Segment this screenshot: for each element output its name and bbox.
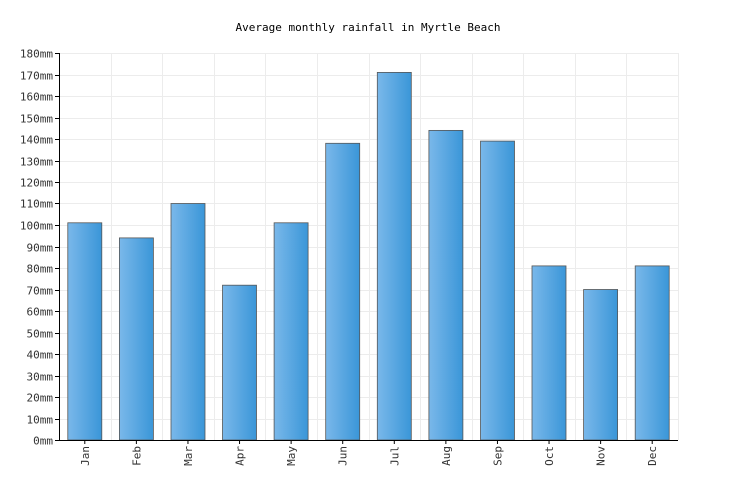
x-tick-label: Jul bbox=[388, 446, 401, 466]
y-tick-label: 170mm bbox=[20, 70, 53, 83]
bar-jun bbox=[325, 142, 361, 441]
bar-apr bbox=[222, 284, 257, 441]
bar-feb bbox=[119, 237, 154, 441]
bar-oct bbox=[531, 265, 567, 441]
x-tick-label: Dec bbox=[646, 446, 659, 466]
y-tick-label: 160mm bbox=[20, 91, 53, 104]
x-tick-label: Aug bbox=[440, 446, 453, 466]
bar-sep bbox=[480, 140, 515, 441]
x-tick-label: Oct bbox=[543, 446, 556, 466]
bar-jul bbox=[376, 72, 412, 441]
y-tick-label: 20mm bbox=[27, 392, 54, 405]
bar-nov bbox=[583, 289, 618, 441]
bars bbox=[67, 72, 670, 441]
x-tick-label: Jun bbox=[337, 446, 350, 466]
y-tick-label: 70mm bbox=[27, 285, 54, 298]
y-tick-label: 10mm bbox=[27, 414, 54, 427]
y-tick-label: 30mm bbox=[27, 371, 54, 384]
bar-may bbox=[273, 222, 309, 441]
y-tick-label: 110mm bbox=[20, 198, 53, 211]
x-tick-label: Sep bbox=[491, 446, 504, 466]
bar-aug bbox=[428, 129, 464, 441]
y-tick-label: 0mm bbox=[33, 435, 53, 448]
x-axis-ticks: Jan Feb Mar Apr May Jun Jul Aug Sep Oct Nov Dec bbox=[79, 440, 659, 466]
x-tick-label: May bbox=[285, 446, 298, 466]
y-tick-label: 100mm bbox=[20, 220, 53, 233]
bar-mar bbox=[170, 203, 206, 441]
y-tick-label: 180mm bbox=[20, 48, 53, 61]
x-tick-label: Mar bbox=[182, 446, 195, 466]
x-tick-label: Jan bbox=[79, 446, 92, 466]
y-tick-label: 130mm bbox=[20, 156, 53, 169]
y-axis-ticks: 0mm 10mm 20mm 30mm 40mm 50mm 60mm 70mm 80mm 90mm 1… bbox=[20, 48, 59, 448]
y-tick-label: 90mm bbox=[27, 242, 54, 255]
y-tick-label: 60mm bbox=[27, 306, 54, 319]
y-tick-label: 150mm bbox=[20, 113, 53, 126]
chart-title: Average monthly rainfall in Myrtle Beach bbox=[236, 21, 501, 34]
bar-dec bbox=[634, 265, 670, 441]
x-tick-label: Nov bbox=[595, 446, 608, 466]
grid-lines bbox=[59, 53, 679, 440]
y-tick-label: 80mm bbox=[27, 263, 54, 276]
y-tick-label: 140mm bbox=[20, 134, 53, 147]
x-tick-label: Apr bbox=[234, 446, 247, 466]
axes bbox=[59, 53, 678, 441]
y-tick-label: 120mm bbox=[20, 177, 53, 190]
bar-jan bbox=[67, 222, 103, 441]
x-tick-label: Feb bbox=[130, 446, 143, 466]
y-tick-label: 50mm bbox=[27, 328, 54, 341]
y-tick-label: 40mm bbox=[27, 349, 54, 362]
